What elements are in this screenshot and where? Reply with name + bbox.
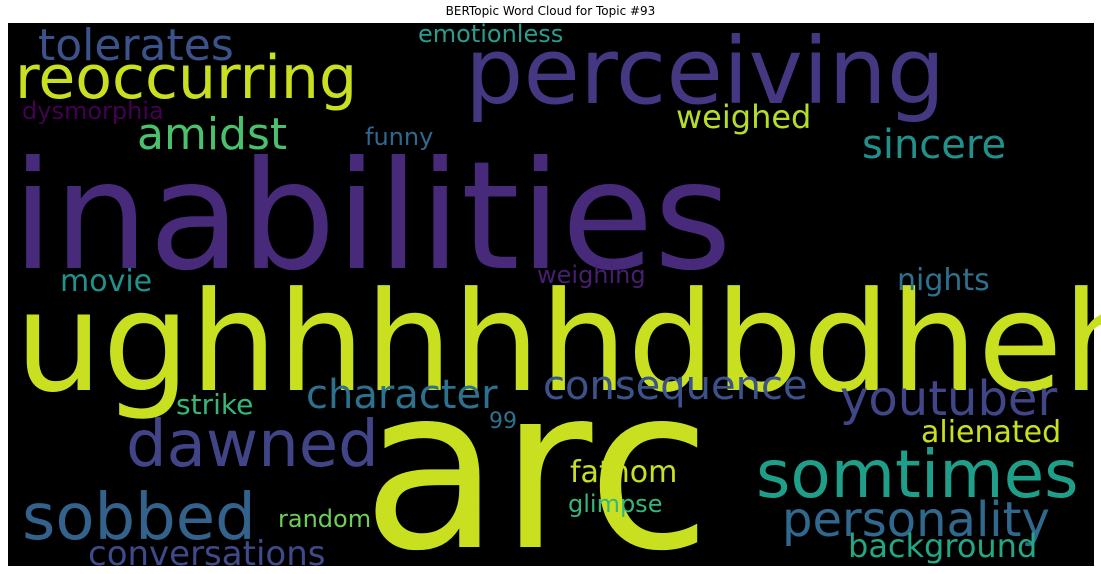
- word-sincere: sincere: [862, 122, 1006, 168]
- word-ughhhhhdbdheh: ughhhhhdbdheh: [15, 262, 1101, 423]
- word-alienated: alienated: [921, 415, 1061, 450]
- chart-title: BERTopic Word Cloud for Topic #93: [445, 4, 656, 18]
- word-emotionless: emotionless: [418, 20, 563, 48]
- word-movie: movie: [60, 264, 152, 299]
- word-somtimes: somtimes: [756, 436, 1079, 513]
- word-nights: nights: [897, 263, 990, 298]
- cloud-background: [8, 23, 1094, 566]
- word-arc: arc: [362, 339, 711, 574]
- word-sobbed: sobbed: [22, 481, 256, 555]
- word-tolerates: tolerates: [38, 20, 234, 71]
- word-funny: funny: [365, 123, 433, 151]
- word-strike: strike: [176, 388, 253, 421]
- word-weighed: weighed: [676, 98, 811, 136]
- word-99: 99: [489, 409, 517, 434]
- word-fathom: fathom: [570, 455, 677, 490]
- word-weighing: weighing: [537, 261, 646, 289]
- word-background: background: [848, 527, 1037, 565]
- word-personality: personality: [782, 492, 1050, 548]
- word-reoccurring: reoccurring: [15, 43, 357, 113]
- word-character: character: [306, 372, 498, 418]
- word-perceiving: perceiving: [465, 18, 945, 125]
- word-dysmorphia: dysmorphia: [22, 97, 164, 125]
- word-dawned: dawned: [126, 408, 379, 482]
- word-amidst: amidst: [137, 109, 287, 160]
- word-conversations: conversations: [88, 534, 325, 574]
- word-glimpse: glimpse: [568, 490, 662, 518]
- word-consequence: consequence: [543, 363, 808, 409]
- word-inabilities: inabilities: [12, 130, 732, 304]
- word-youtuber: youtuber: [840, 371, 1057, 427]
- word-random: random: [278, 505, 371, 533]
